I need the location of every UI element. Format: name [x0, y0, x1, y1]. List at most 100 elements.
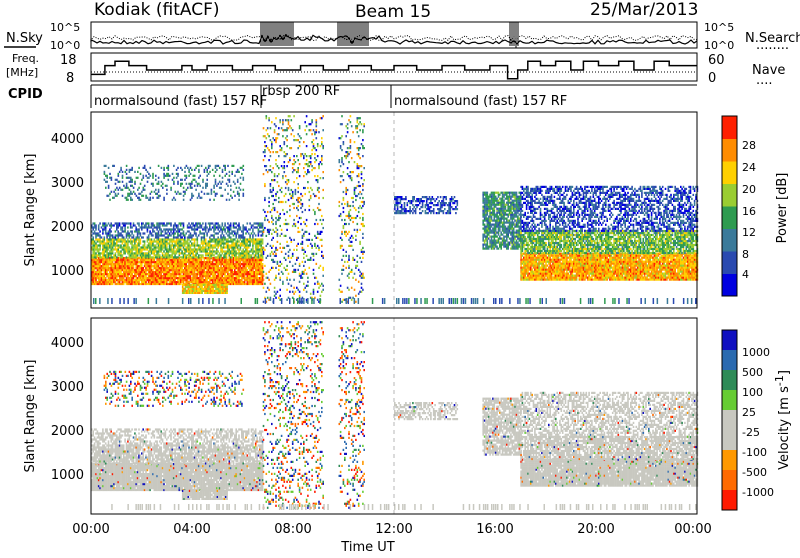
- data-cell: [105, 256, 107, 258]
- data-cell: [154, 277, 156, 279]
- data-cell: [113, 238, 115, 240]
- data-cell: [254, 263, 256, 265]
- data-cell: [197, 267, 199, 269]
- data-cell: [116, 248, 118, 250]
- data-cell: [185, 275, 187, 277]
- data-cell: [126, 275, 128, 277]
- data-cell: [129, 267, 131, 269]
- data-cell: [105, 263, 107, 265]
- data-cell: [241, 259, 243, 261]
- data-cell: [173, 283, 175, 285]
- data-cell: [112, 269, 114, 271]
- data-cell: [166, 279, 168, 281]
- data-cell: [94, 275, 96, 277]
- data-cell: [105, 281, 107, 283]
- data-cell: [201, 267, 203, 269]
- data-cell: [99, 242, 101, 244]
- data-cell: [151, 265, 153, 267]
- data-cell: [213, 267, 215, 269]
- data-cell: [97, 246, 99, 248]
- data-cell: [197, 259, 199, 261]
- data-cell: [126, 271, 128, 273]
- data-cell: [237, 269, 239, 271]
- data-cell: [204, 265, 206, 267]
- data-cell: [151, 248, 153, 250]
- data-cell: [119, 257, 121, 259]
- data-cell: [197, 279, 199, 281]
- data-cell: [205, 277, 207, 279]
- data-cell: [112, 240, 114, 242]
- data-cell: [254, 261, 256, 263]
- data-cell: [127, 275, 129, 277]
- data-cell: [142, 244, 144, 246]
- data-cell: [127, 271, 129, 273]
- data-cell: [222, 269, 224, 271]
- data-cell: [177, 279, 179, 281]
- data-cell: [190, 259, 192, 261]
- data-cell: [94, 261, 96, 263]
- data-cell: [99, 256, 101, 258]
- data-cell: [169, 269, 171, 271]
- data-cell: [188, 273, 190, 275]
- data-cell: [99, 265, 101, 267]
- data-cell: [117, 246, 119, 248]
- data-cell: [204, 263, 206, 265]
- data-cell: [206, 279, 208, 281]
- data-cell: [219, 259, 221, 261]
- data-cell: [258, 269, 260, 271]
- data-cell: [202, 265, 204, 267]
- data-cell: [108, 265, 110, 267]
- cpid-segment-1: normalsound (fast) 157 RF: [94, 94, 267, 109]
- data-cell: [101, 242, 103, 244]
- data-cell: [201, 259, 203, 261]
- data-cell: [110, 240, 112, 242]
- data-cell: [159, 269, 161, 271]
- data-cell: [234, 267, 236, 269]
- data-cell: [154, 252, 156, 254]
- data-cell: [155, 277, 157, 279]
- data-cell: [112, 263, 114, 265]
- data-cell: [105, 259, 107, 261]
- data-cell: [135, 248, 137, 250]
- data-cell: [116, 277, 118, 279]
- data-cell: [119, 246, 121, 248]
- data-cell: [254, 275, 256, 277]
- data-cell: [138, 238, 140, 240]
- data-cell: [240, 283, 242, 285]
- data-cell: [247, 277, 249, 279]
- data-cell: [226, 277, 228, 279]
- data-cell: [149, 281, 151, 283]
- data-cell: [140, 275, 142, 277]
- data-cell: [133, 267, 135, 269]
- data-cell: [230, 265, 232, 267]
- data-cell: [252, 263, 254, 265]
- data-cell: [110, 271, 112, 273]
- data-cell: [138, 281, 140, 283]
- data-cell: [127, 263, 129, 265]
- data-cell: [174, 279, 176, 281]
- data-cell: [238, 281, 240, 283]
- noise-right-dots: ........: [756, 38, 789, 53]
- data-cell: [251, 281, 253, 283]
- data-cell: [226, 263, 228, 265]
- data-cell: [141, 273, 143, 275]
- data-cell: [230, 263, 232, 265]
- data-cell: [99, 248, 101, 250]
- data-cell: [113, 279, 115, 281]
- data-cell: [216, 261, 218, 263]
- data-cell: [117, 238, 119, 240]
- data-cell: [115, 259, 117, 261]
- data-cell: [95, 259, 97, 261]
- data-cell: [235, 263, 237, 265]
- data-cell: [133, 240, 135, 242]
- data-cell: [209, 259, 211, 261]
- data-cell: [124, 265, 126, 267]
- data-cell: [99, 246, 101, 248]
- data-cell: [155, 279, 157, 281]
- data-cell: [127, 257, 129, 259]
- data-cell: [137, 254, 139, 256]
- data-cell: [141, 277, 143, 279]
- data-cell: [92, 248, 94, 250]
- data-cell: [187, 265, 189, 267]
- data-cell: [212, 271, 214, 273]
